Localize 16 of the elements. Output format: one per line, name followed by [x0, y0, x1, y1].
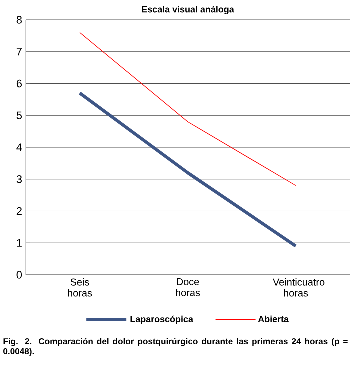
y-tick-label: 6: [16, 80, 22, 88]
y-tick-label: 5: [16, 112, 22, 120]
caption: Fig. 2. Comparación del dolor postquirúrgico durante las primeras 24 horas (p = 0.0048).: [4, 338, 348, 356]
y-tick-label: 2: [16, 207, 22, 216]
chart-title: Escala visual análoga: [142, 6, 234, 15]
y-tick-label: 7: [16, 48, 22, 56]
y-tick-label: 1: [17, 239, 22, 247]
y-tick-label: 3: [16, 176, 22, 184]
legend-label: Abierta: [258, 316, 290, 322]
y-tick-label: 8: [16, 16, 22, 24]
y-tick-label: 0: [16, 271, 22, 279]
x-tick-label: Doce horas: [176, 278, 200, 296]
y-tick-label: 4: [16, 144, 22, 152]
x-tick-label: Veinticuatro horas: [273, 278, 325, 297]
x-tick-label: Seis horas: [68, 278, 92, 297]
legend-label: Laparoscópica: [130, 316, 194, 324]
